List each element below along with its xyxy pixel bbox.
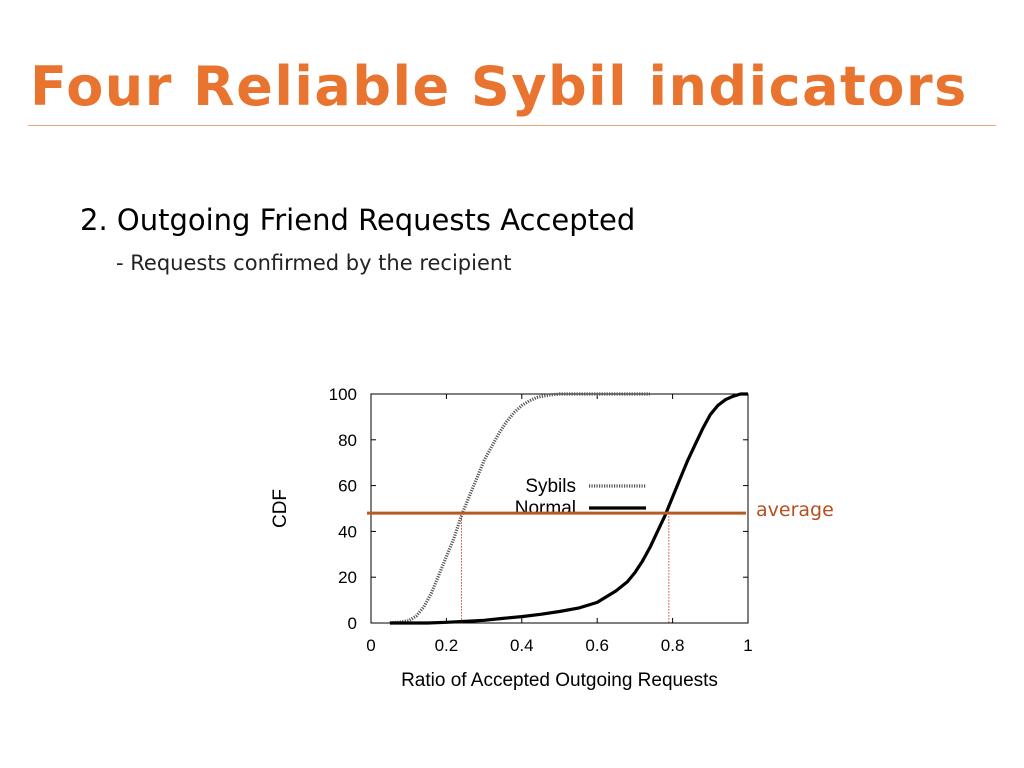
x-axis: 0 0.2 0.4 0.6 0.8 1	[366, 394, 753, 655]
series-line-normal	[389, 392, 748, 625]
y-tick-label: 0	[348, 614, 357, 633]
x-tick-label: 0.8	[661, 636, 685, 655]
series-layer	[389, 392, 748, 625]
x-tick-label: 0	[366, 636, 375, 655]
legend-label-normal: Normal	[515, 498, 576, 519]
y-tick-label: 100	[329, 385, 357, 404]
guide-lines	[460, 513, 670, 623]
y-tick-label: 60	[338, 477, 357, 496]
legend-label-sybils: Sybils	[525, 476, 576, 497]
y-tick-label: 20	[338, 568, 357, 587]
x-tick-label: 0.6	[585, 636, 609, 655]
y-axis-label: CDF	[270, 489, 291, 528]
series-line-sybils	[389, 392, 650, 625]
x-tick-label: 0.4	[510, 636, 534, 655]
title-divider	[28, 125, 996, 126]
x-axis-label: Ratio of Accepted Outgoing Requests	[401, 670, 718, 691]
x-tick-label: 0.2	[435, 636, 459, 655]
y-axis: 0 20 40 60 80 100	[329, 385, 748, 633]
y-tick-label: 40	[338, 522, 357, 541]
x-tick-label: 1	[743, 636, 752, 655]
section-subpoint: - Requests confirmed by the recipient	[116, 251, 512, 275]
y-tick-label: 80	[338, 431, 357, 450]
slide-title: Four Reliable Sybil indicators	[30, 55, 968, 118]
section-heading: 2. Outgoing Friend Requests Accepted	[80, 203, 636, 237]
average-label: average	[756, 499, 834, 521]
